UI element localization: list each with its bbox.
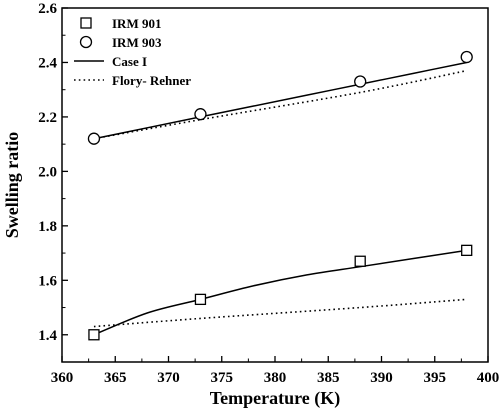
data-point-square [461, 244, 473, 257]
y-tick-label: 2.6 [38, 1, 57, 17]
data-point-square [354, 255, 366, 267]
legend-label: Case I [112, 54, 147, 69]
x-tick-label: 390 [370, 370, 393, 386]
x-tick-label: 395 [424, 370, 447, 386]
data-point-circle [460, 50, 473, 64]
data-point-circle [354, 75, 367, 88]
legend: IRM 901 IRM 903 Case I Flory- Rehner [74, 16, 191, 88]
x-tick-label: 375 [211, 370, 234, 386]
case-i-line [93, 249, 467, 336]
data-point-circle [87, 132, 101, 145]
plot-marks [87, 50, 473, 341]
legend-label: Flory- Rehner [112, 73, 191, 88]
y-tick-label: 1.8 [38, 219, 57, 235]
x-tick-label: 380 [264, 370, 287, 386]
legend-square-marker [80, 17, 92, 29]
legend-circle-marker [79, 35, 93, 49]
y-tick-label: 1.6 [38, 273, 57, 289]
y-axis-title: Swelling ratio [2, 132, 22, 239]
x-axis-title: Temperature (K) [210, 388, 340, 409]
y-tick-label: 2.2 [38, 110, 57, 126]
y-tick-label: 1.4 [38, 328, 57, 344]
x-tick-label: 385 [317, 370, 340, 386]
data-point-square [88, 329, 100, 341]
x-tick-label: 370 [157, 370, 180, 386]
x-tick-label: 360 [51, 370, 74, 386]
x-tick-label: 365 [104, 370, 127, 386]
flory-rehner-line [93, 298, 467, 328]
axis-ticks: 360 365 370 375 380 385 390 395 400 1.4 1.6 1.8 2.0 2… [38, 1, 499, 386]
data-point-circle [194, 108, 207, 121]
legend-label: IRM 901 [112, 16, 161, 31]
case-i-line [93, 61, 467, 140]
legend-label: IRM 903 [112, 35, 162, 50]
data-point-square [194, 293, 207, 306]
y-tick-label: 2.0 [38, 164, 57, 180]
x-tick-label: 400 [477, 370, 500, 386]
y-tick-label: 2.4 [38, 55, 57, 71]
